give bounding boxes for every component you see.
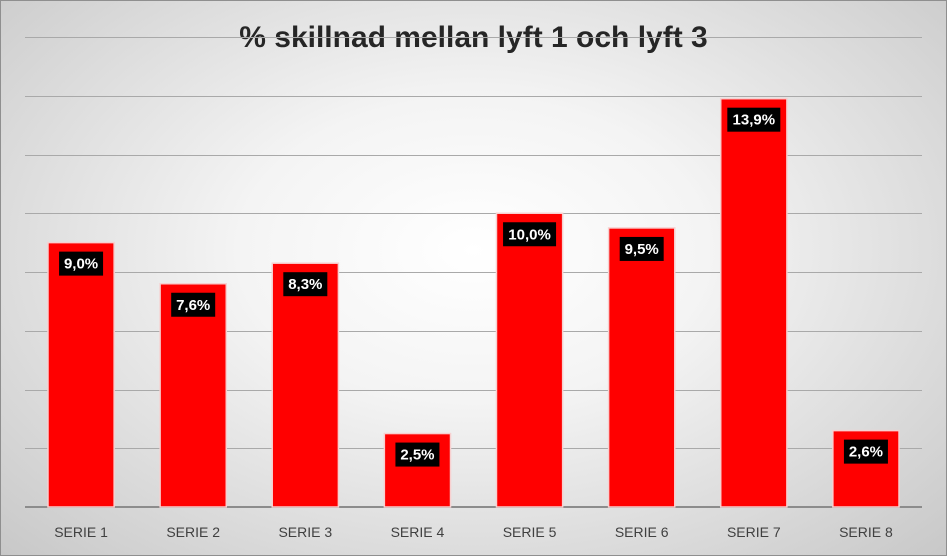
bar-3 — [271, 262, 340, 508]
data-label-bg-6 — [619, 236, 664, 261]
data-label-bg-3 — [283, 272, 328, 297]
data-label-bg-5 — [503, 222, 557, 247]
bar-8 — [832, 429, 900, 508]
data-label-4: 2,5% — [400, 447, 434, 464]
x-tick-label-5: SERIE 5 — [503, 524, 557, 540]
x-tick-label-6: SERIE 6 — [615, 524, 669, 540]
data-label-bg-1 — [59, 251, 104, 276]
data-label-3: 8,3% — [288, 276, 322, 293]
data-label-bg-4 — [395, 442, 440, 467]
data-label-bg-2 — [171, 292, 216, 317]
bar-6 — [607, 227, 676, 508]
data-label-7: 13,9% — [733, 112, 776, 129]
bar-1 — [47, 241, 115, 508]
bar-7 — [719, 97, 788, 508]
data-label-5: 10,0% — [508, 226, 551, 243]
x-tick-label-4: SERIE 4 — [391, 524, 445, 540]
x-tick-label-8: SERIE 8 — [839, 524, 893, 540]
data-label-6: 9,5% — [625, 241, 659, 258]
bar-5 — [495, 212, 564, 508]
x-tick-label-7: SERIE 7 — [727, 524, 781, 540]
data-label-8: 2,6% — [849, 444, 883, 461]
x-tick-label-3: SERIE 3 — [278, 524, 332, 540]
data-label-bg-8 — [843, 439, 888, 464]
x-tick-label-2: SERIE 2 — [166, 524, 220, 540]
data-label-1: 9,0% — [64, 256, 98, 273]
data-label-bg-7 — [727, 107, 781, 132]
bar-2 — [159, 283, 228, 508]
x-tick-label-1: SERIE 1 — [54, 524, 108, 540]
bar-4 — [383, 432, 452, 508]
data-label-2: 7,6% — [176, 297, 210, 314]
